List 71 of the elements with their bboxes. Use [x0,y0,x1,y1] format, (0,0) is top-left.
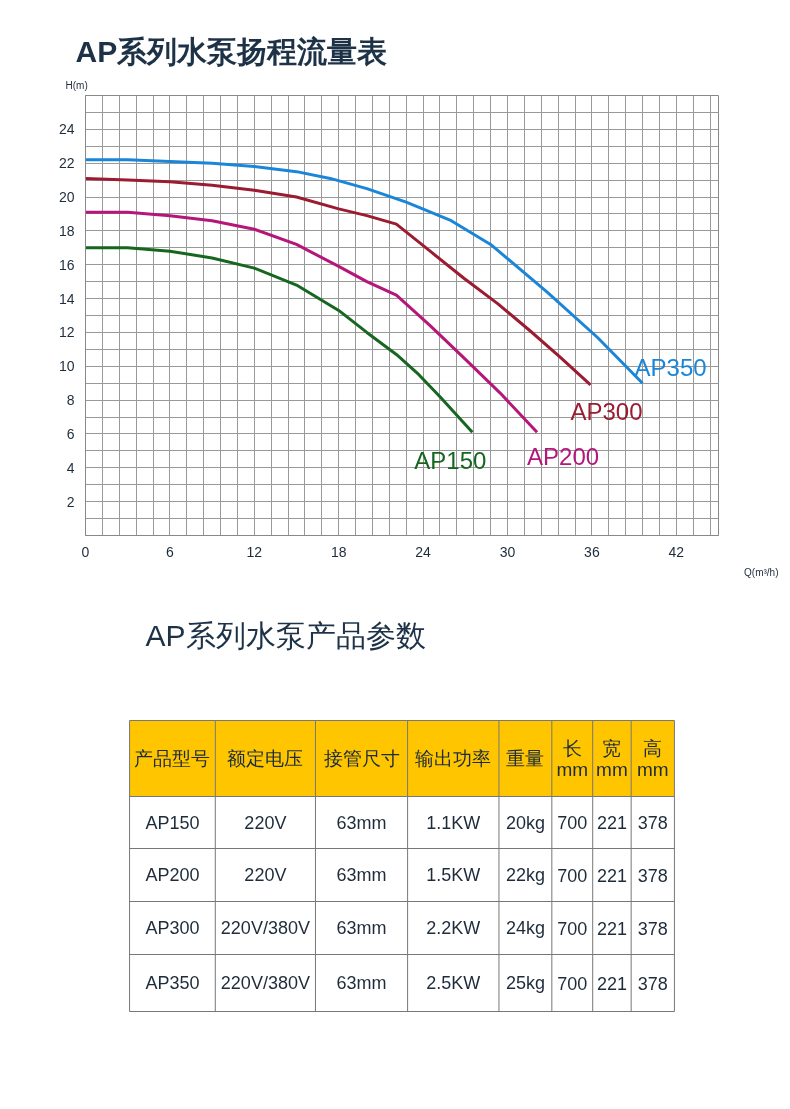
y-tick-label: 12 [58,324,75,341]
text: 220V [244,865,287,885]
category-label: 高 mm [636,737,669,780]
text: 20kg [505,812,545,833]
text: 700 [557,865,588,886]
text: 378 [637,865,668,886]
text: 24kg [505,918,545,938]
text: 378 [637,973,668,994]
y-tick-label: 24 [58,121,75,138]
y-tick-label: 18 [58,222,75,239]
y-tick-label: 6 [66,425,75,442]
x-tick-label: 6 [166,543,175,560]
y-tick-label: 14 [58,290,75,307]
text: 220V/380V [220,918,310,938]
line-series [85,176,592,387]
text: 221 [596,918,627,939]
category-label: 产品型号 [134,748,211,769]
y-tick-label: 16 [58,256,75,273]
text: 1.5KW [426,865,481,885]
text: AP300 [145,918,200,938]
y-axis-title: H(m) [65,79,88,91]
series-label: AP300 [570,397,643,425]
series-label: AP150 [414,447,487,475]
text: AP系列水泵产品参数 [145,619,426,652]
line-series [85,210,539,434]
y-tick-label: 4 [66,459,75,476]
x-tick-label: 42 [668,543,685,560]
text: 2.5KW [426,973,481,993]
text: 378 [637,918,668,939]
y-tick-label: 2 [66,493,75,510]
text: 700 [557,918,588,939]
text: 220V [244,812,287,833]
text: 63mm [336,973,387,993]
x-axis-title: Q(m³/h) [744,566,779,578]
category-label: 接管尺寸 [323,748,400,769]
series-label: AP350 [634,354,707,382]
y-tick-label: 20 [58,189,75,206]
text: 221 [596,865,627,886]
text: 700 [557,813,588,833]
text: 63mm [336,865,387,885]
text: 25kg [505,973,545,993]
text: 22kg [505,865,545,885]
text: AP150 [145,812,200,833]
text: 220V/380V [220,973,310,993]
y-tick-label: 10 [58,358,75,375]
category-label: 输出功率 [415,748,492,769]
text: 378 [637,813,668,833]
x-tick-label: 36 [584,543,600,560]
chart-title: AP系列水泵扬程流量表 [75,34,388,68]
y-tick-label: 8 [66,392,75,409]
text: AP200 [145,865,200,885]
text: 2.2KW [426,918,481,938]
category-label: 额定电压 [227,748,304,769]
category-label: 长 mm [556,737,589,780]
x-tick-label: 24 [415,543,432,560]
text: 63mm [336,812,387,833]
x-tick-label: 18 [330,543,347,560]
text: AP350 [145,973,200,993]
line-series [85,246,474,434]
x-tick-label: 12 [246,543,263,560]
text: 221 [596,813,627,833]
series-label: AP200 [527,443,600,471]
y-tick-label: 22 [58,155,75,172]
text: 1.1KW [426,812,481,833]
text: 63mm [336,918,387,938]
text: 221 [596,973,627,994]
text: 700 [557,973,588,994]
category-label: 重量 [506,748,545,769]
category-label: 宽 mm [596,737,628,780]
x-tick-label: 30 [499,543,516,560]
x-tick-label: 0 [81,543,90,560]
